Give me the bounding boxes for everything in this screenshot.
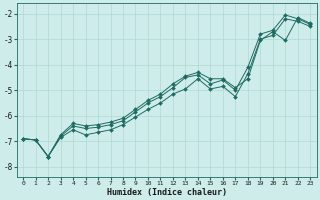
X-axis label: Humidex (Indice chaleur): Humidex (Indice chaleur) <box>107 188 227 197</box>
